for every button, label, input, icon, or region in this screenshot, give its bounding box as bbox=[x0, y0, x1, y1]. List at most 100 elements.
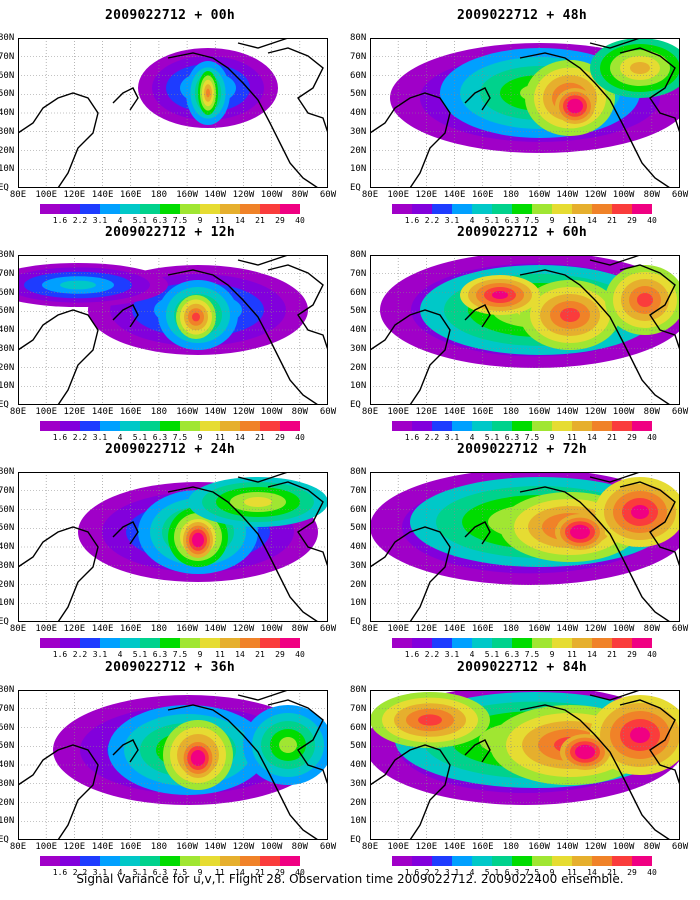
map-plot bbox=[18, 690, 328, 840]
colorbar-swatch bbox=[452, 204, 472, 214]
latitude-label: 80N bbox=[0, 250, 15, 260]
longitude-label: 120E bbox=[63, 190, 86, 200]
panel-title: 2009022712 + 24h bbox=[104, 442, 236, 457]
latitude-label: 60N bbox=[350, 70, 367, 81]
map-panel: 2009022712 + 12h 80N 70N 60N 50N 40N 30N 20N 10N… bbox=[0, 225, 336, 442]
colorbar-swatch bbox=[392, 421, 412, 431]
colorbar-label: 1.6 bbox=[52, 216, 68, 225]
colorbar-swatch bbox=[432, 856, 452, 866]
longitude-label: 100W bbox=[612, 190, 635, 200]
longitude-label: 160W bbox=[176, 624, 198, 634]
latitude-label: 80N bbox=[0, 685, 15, 695]
map-frame bbox=[18, 472, 328, 622]
map-panel: 2009022712 + 00h 80N 70N 60N 50N 40N 30N 20N 10N… bbox=[0, 8, 336, 225]
latitude-label: 80N bbox=[0, 33, 15, 43]
colorbar-swatch bbox=[452, 638, 472, 648]
latitude-label: 60N bbox=[0, 722, 15, 733]
coastline bbox=[18, 309, 99, 405]
colorbar-swatch bbox=[100, 856, 120, 866]
colorbar-swatch bbox=[472, 638, 492, 648]
panel-title: 2009022712 + 84h bbox=[456, 660, 588, 675]
coastline bbox=[18, 92, 99, 188]
longitude-label: 100W bbox=[612, 407, 635, 417]
latitude-label: 60N bbox=[350, 287, 367, 298]
coastline bbox=[167, 704, 319, 840]
colorbar-swatch bbox=[280, 638, 300, 648]
panel-title: 2009022712 + 00h bbox=[104, 8, 236, 23]
longitude-label: 120E bbox=[63, 624, 86, 634]
longitude-label: 100E bbox=[35, 407, 58, 417]
colorbar-label: 2.2 bbox=[72, 216, 88, 225]
longitude-label: 120W bbox=[232, 190, 255, 200]
longitude-label: 100E bbox=[387, 190, 410, 200]
map-panel: 2009022712 + 48h 80N 70N 60N 50N 40N 30N 20N 10N… bbox=[350, 8, 688, 225]
map-frame bbox=[370, 255, 680, 405]
latitude-label: 30N bbox=[350, 778, 367, 789]
colorbar-swatch bbox=[512, 204, 532, 214]
coastline bbox=[237, 690, 289, 701]
latitude-label: EQ bbox=[0, 400, 9, 410]
colorbar-label: 14 bbox=[587, 650, 597, 659]
colorbar-label: 29 bbox=[275, 433, 285, 442]
map-plot bbox=[370, 255, 680, 405]
colorbar-label: 5.1 bbox=[132, 433, 148, 442]
colorbar-swatch bbox=[632, 638, 652, 648]
colorbar-swatch bbox=[572, 856, 592, 866]
colorbar-label: 21 bbox=[255, 868, 265, 877]
variance-contours bbox=[370, 690, 680, 805]
map-panel: 2009022712 + 72h 80N 70N 60N 50N 40N 30N 20N 10N… bbox=[350, 442, 688, 659]
variance-contours bbox=[390, 38, 680, 153]
longitude-label: 80W bbox=[291, 190, 308, 200]
colorbar-label: 3.1 bbox=[444, 216, 460, 225]
latitude-label: 40N bbox=[350, 542, 367, 552]
latitude-label: 20N bbox=[350, 145, 367, 156]
colorbar-swatch bbox=[592, 638, 612, 648]
map-panel: 2009022712 + 84h 80N 70N 60N 50N 40N 30N 20N 10N… bbox=[350, 660, 688, 877]
longitude-label: 160E bbox=[119, 190, 142, 200]
coastline bbox=[519, 52, 671, 188]
longitude-label: 80E bbox=[361, 407, 379, 417]
colorbar-label: 7.5 bbox=[172, 216, 188, 225]
coastline bbox=[167, 269, 319, 405]
longitude-label: 160E bbox=[119, 407, 142, 417]
colorbar-label: 14 bbox=[235, 216, 245, 225]
colorbar-swatch bbox=[432, 638, 452, 648]
longitude-label: 140W bbox=[556, 407, 579, 417]
colorbar-label: 29 bbox=[627, 868, 637, 877]
coastline bbox=[589, 38, 641, 49]
colorbar-label: 7.5 bbox=[524, 433, 540, 442]
longitude-label: 180 bbox=[502, 190, 520, 200]
colorbar-swatch bbox=[80, 421, 100, 431]
colorbar-swatch bbox=[432, 421, 452, 431]
colorbar bbox=[392, 204, 652, 214]
latitude-label: 80N bbox=[350, 467, 367, 477]
colorbar-swatch bbox=[452, 421, 472, 431]
longitude-label: 100E bbox=[35, 842, 58, 852]
colorbar-label: 40 bbox=[295, 650, 305, 659]
latitude-label: 70N bbox=[350, 51, 367, 62]
latitude-label: 10N bbox=[0, 164, 15, 175]
contour-fill bbox=[60, 280, 96, 290]
latitude-label: 10N bbox=[0, 381, 15, 392]
colorbar-label: 11 bbox=[567, 650, 577, 659]
colorbar-label: 6.3 bbox=[504, 650, 520, 659]
colorbar-swatch bbox=[592, 421, 612, 431]
map-panel: 2009022712 + 60h 80N 70N 60N 50N 40N 30N 20N 10N… bbox=[350, 225, 688, 442]
longitude-label: 80W bbox=[643, 190, 660, 200]
colorbar-label: 2.2 bbox=[424, 216, 440, 225]
latitude-label: 60N bbox=[0, 70, 15, 81]
map-plot bbox=[370, 690, 680, 840]
colorbar-swatch bbox=[512, 638, 532, 648]
coastline bbox=[370, 309, 451, 405]
colorbar-swatch bbox=[120, 421, 140, 431]
colorbar-label: 3.1 bbox=[92, 216, 108, 225]
colorbar-label: 4 bbox=[117, 868, 123, 877]
panel-title: 2009022712 + 72h bbox=[456, 442, 588, 457]
colorbar-label: 21 bbox=[607, 650, 617, 659]
colorbar-swatch bbox=[180, 204, 200, 214]
longitude-label: 80W bbox=[643, 407, 660, 417]
longitude-label: 60W bbox=[671, 842, 689, 852]
colorbar-label: 14 bbox=[587, 868, 597, 877]
colorbar-swatch bbox=[412, 421, 432, 431]
longitude-label: 140E bbox=[91, 624, 114, 634]
